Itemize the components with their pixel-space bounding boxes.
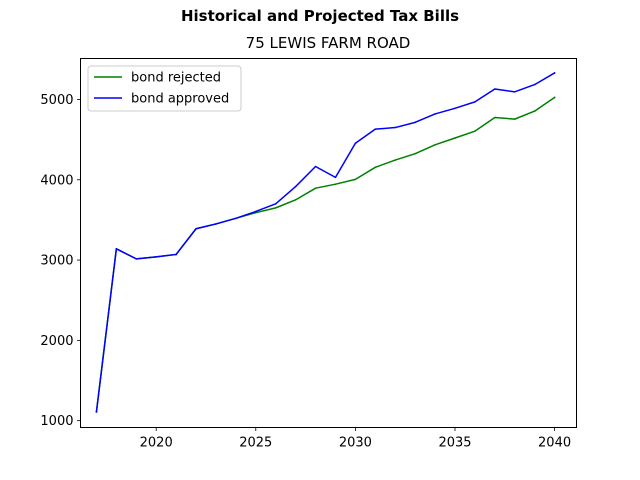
data-point-bond-approved xyxy=(195,227,197,230)
data-point-bond-rejected xyxy=(294,199,297,201)
legend-box xyxy=(87,65,242,112)
data-point-bond-approved xyxy=(553,72,556,74)
data-point-bond-approved xyxy=(254,210,257,213)
data-point-bond-approved xyxy=(155,256,157,258)
data-point-bond-rejected xyxy=(394,159,397,161)
data-point-bond-rejected xyxy=(513,118,516,120)
data-point-bond-approved xyxy=(394,126,397,129)
data-point-bond-approved xyxy=(95,411,98,413)
series-line-bond-approved xyxy=(95,71,556,413)
data-point-bond-approved xyxy=(115,248,118,250)
legend: bond rejected bond approved xyxy=(87,65,242,112)
data-point-bond-approved xyxy=(175,253,177,256)
data-point-bond-approved xyxy=(354,142,357,145)
series-layer xyxy=(95,71,556,413)
data-point-bond-rejected xyxy=(274,207,277,209)
y-tick-label: 5000 xyxy=(40,93,73,108)
chart-title: 75 LEWIS FARM ROAD xyxy=(245,34,411,52)
data-point-bond-approved xyxy=(533,83,536,86)
data-point-bond-approved xyxy=(314,165,317,168)
y-tick-label: 2000 xyxy=(40,334,73,349)
ticks-layer: 2020 2025 2030 2035 2040 1000 2000 3000 4000 5000 xyxy=(40,93,571,451)
data-point-bond-approved xyxy=(513,91,516,93)
x-tick-label: 2025 xyxy=(239,436,272,451)
data-point-bond-rejected xyxy=(434,144,436,146)
x-tick-label: 2020 xyxy=(140,436,173,451)
data-point-bond-rejected xyxy=(533,110,536,112)
y-tick-label: 1000 xyxy=(40,414,73,429)
data-point-bond-approved xyxy=(235,217,237,220)
data-point-bond-approved xyxy=(454,107,456,110)
data-point-bond-rejected xyxy=(553,96,556,99)
legend-label: bond rejected xyxy=(131,71,221,86)
legend-label: bond approved xyxy=(131,92,229,107)
data-point-bond-rejected xyxy=(414,152,416,155)
y-tick-label: 4000 xyxy=(40,173,73,188)
data-point-bond-rejected xyxy=(494,116,496,119)
x-tick-label: 2040 xyxy=(538,436,571,451)
data-point-bond-rejected xyxy=(334,183,337,185)
y-tick-label: 3000 xyxy=(40,254,73,269)
data-point-bond-rejected xyxy=(374,166,377,169)
x-tick-label: 2030 xyxy=(339,436,372,451)
series-line-bond-rejected xyxy=(95,96,556,413)
plot-frame xyxy=(80,58,577,428)
x-tick-label: 2035 xyxy=(438,436,471,451)
data-point-bond-approved xyxy=(434,113,436,115)
data-point-bond-rejected xyxy=(314,187,317,189)
data-point-bond-approved xyxy=(294,185,297,188)
chart-suptitle: Historical and Projected Tax Bills xyxy=(180,7,460,25)
data-point-bond-approved xyxy=(374,128,377,130)
data-point-bond-rejected xyxy=(454,137,456,139)
data-point-bond-approved xyxy=(135,258,138,260)
data-point-bond-approved xyxy=(215,223,217,225)
data-point-bond-approved xyxy=(274,203,277,205)
data-point-bond-approved xyxy=(414,121,416,124)
data-point-bond-approved xyxy=(474,101,476,103)
data-point-bond-approved xyxy=(334,176,337,179)
data-point-bond-rejected xyxy=(354,178,357,181)
data-point-bond-rejected xyxy=(474,130,476,132)
data-point-bond-approved xyxy=(494,88,496,90)
